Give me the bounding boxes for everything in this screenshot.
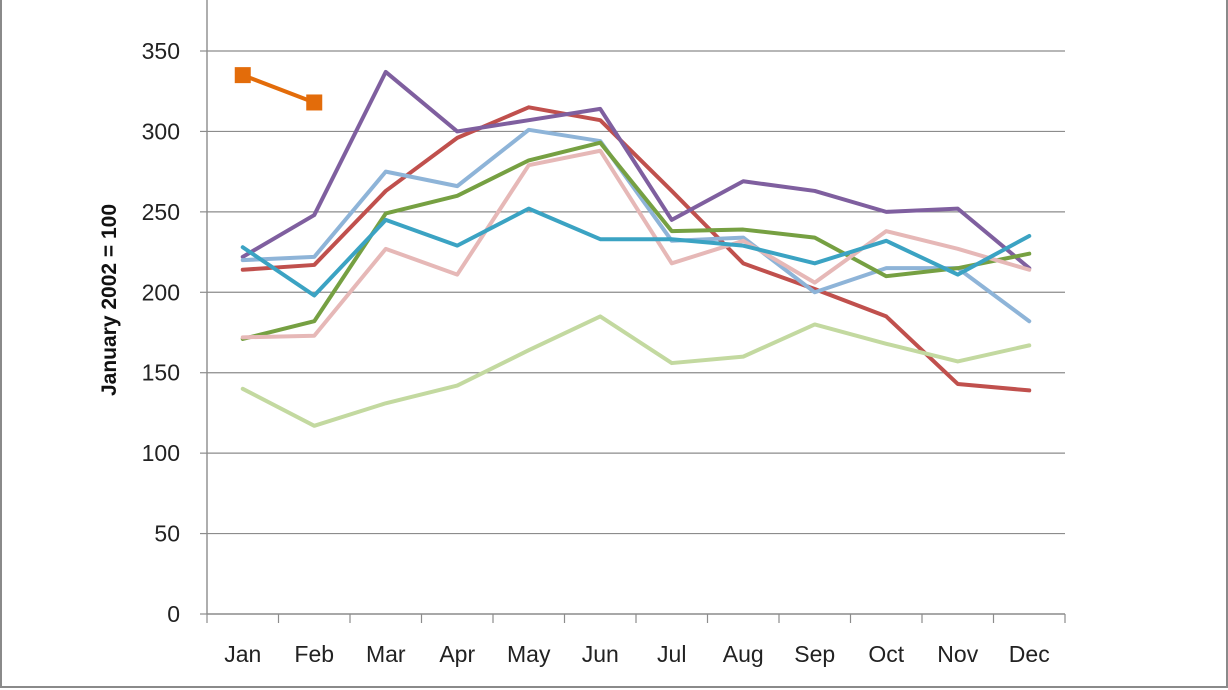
series-line [240, 206, 1032, 298]
x-tick-label: May [507, 641, 551, 667]
data-point [306, 94, 323, 111]
axes [200, 0, 1066, 623]
x-tick-label: Aug [723, 641, 764, 667]
x-tick-label: Oct [868, 641, 904, 667]
series [240, 314, 1032, 428]
y-tick-label: 0 [167, 601, 180, 627]
series [240, 69, 1032, 271]
y-tick-label: 250 [142, 199, 180, 225]
series-line [240, 127, 1032, 324]
series [240, 105, 1032, 393]
series [234, 67, 323, 111]
x-tick-label: Sep [794, 641, 835, 667]
x-tick-label: Dec [1009, 641, 1050, 667]
x-tick-label: Feb [294, 641, 334, 667]
y-tick-label: 150 [142, 360, 180, 386]
data-point [234, 67, 251, 84]
x-tick-label: Jun [582, 641, 619, 667]
series [240, 148, 1032, 340]
x-tick-label: Apr [439, 641, 475, 667]
series [240, 206, 1032, 298]
x-tick-label: Jan [224, 641, 261, 667]
x-tick-label: Mar [366, 641, 406, 667]
series [240, 127, 1032, 324]
y-tick-label: 350 [142, 38, 180, 64]
x-tick-label: Jul [657, 641, 686, 667]
series-line [240, 69, 1032, 271]
y-tick-label: 50 [154, 521, 180, 547]
series-line [240, 314, 1032, 428]
y-tick-labels: 0 50 100 150 200 250 300 350 [142, 38, 180, 627]
y-tick-label: 100 [142, 440, 180, 466]
y-tick-label: 200 [142, 279, 180, 305]
series-line [240, 105, 1032, 393]
x-tick-labels: Jan Feb Mar Apr May Jun Jul Aug Sep Oct Nov Dec [224, 641, 1050, 667]
series-lines [234, 67, 1032, 428]
series-line [240, 73, 317, 105]
x-tick-label: Nov [937, 641, 978, 667]
series-line [240, 148, 1032, 340]
y-tick-label: 300 [142, 118, 180, 144]
y-axis-label: January 2002 = 100 [98, 204, 121, 396]
